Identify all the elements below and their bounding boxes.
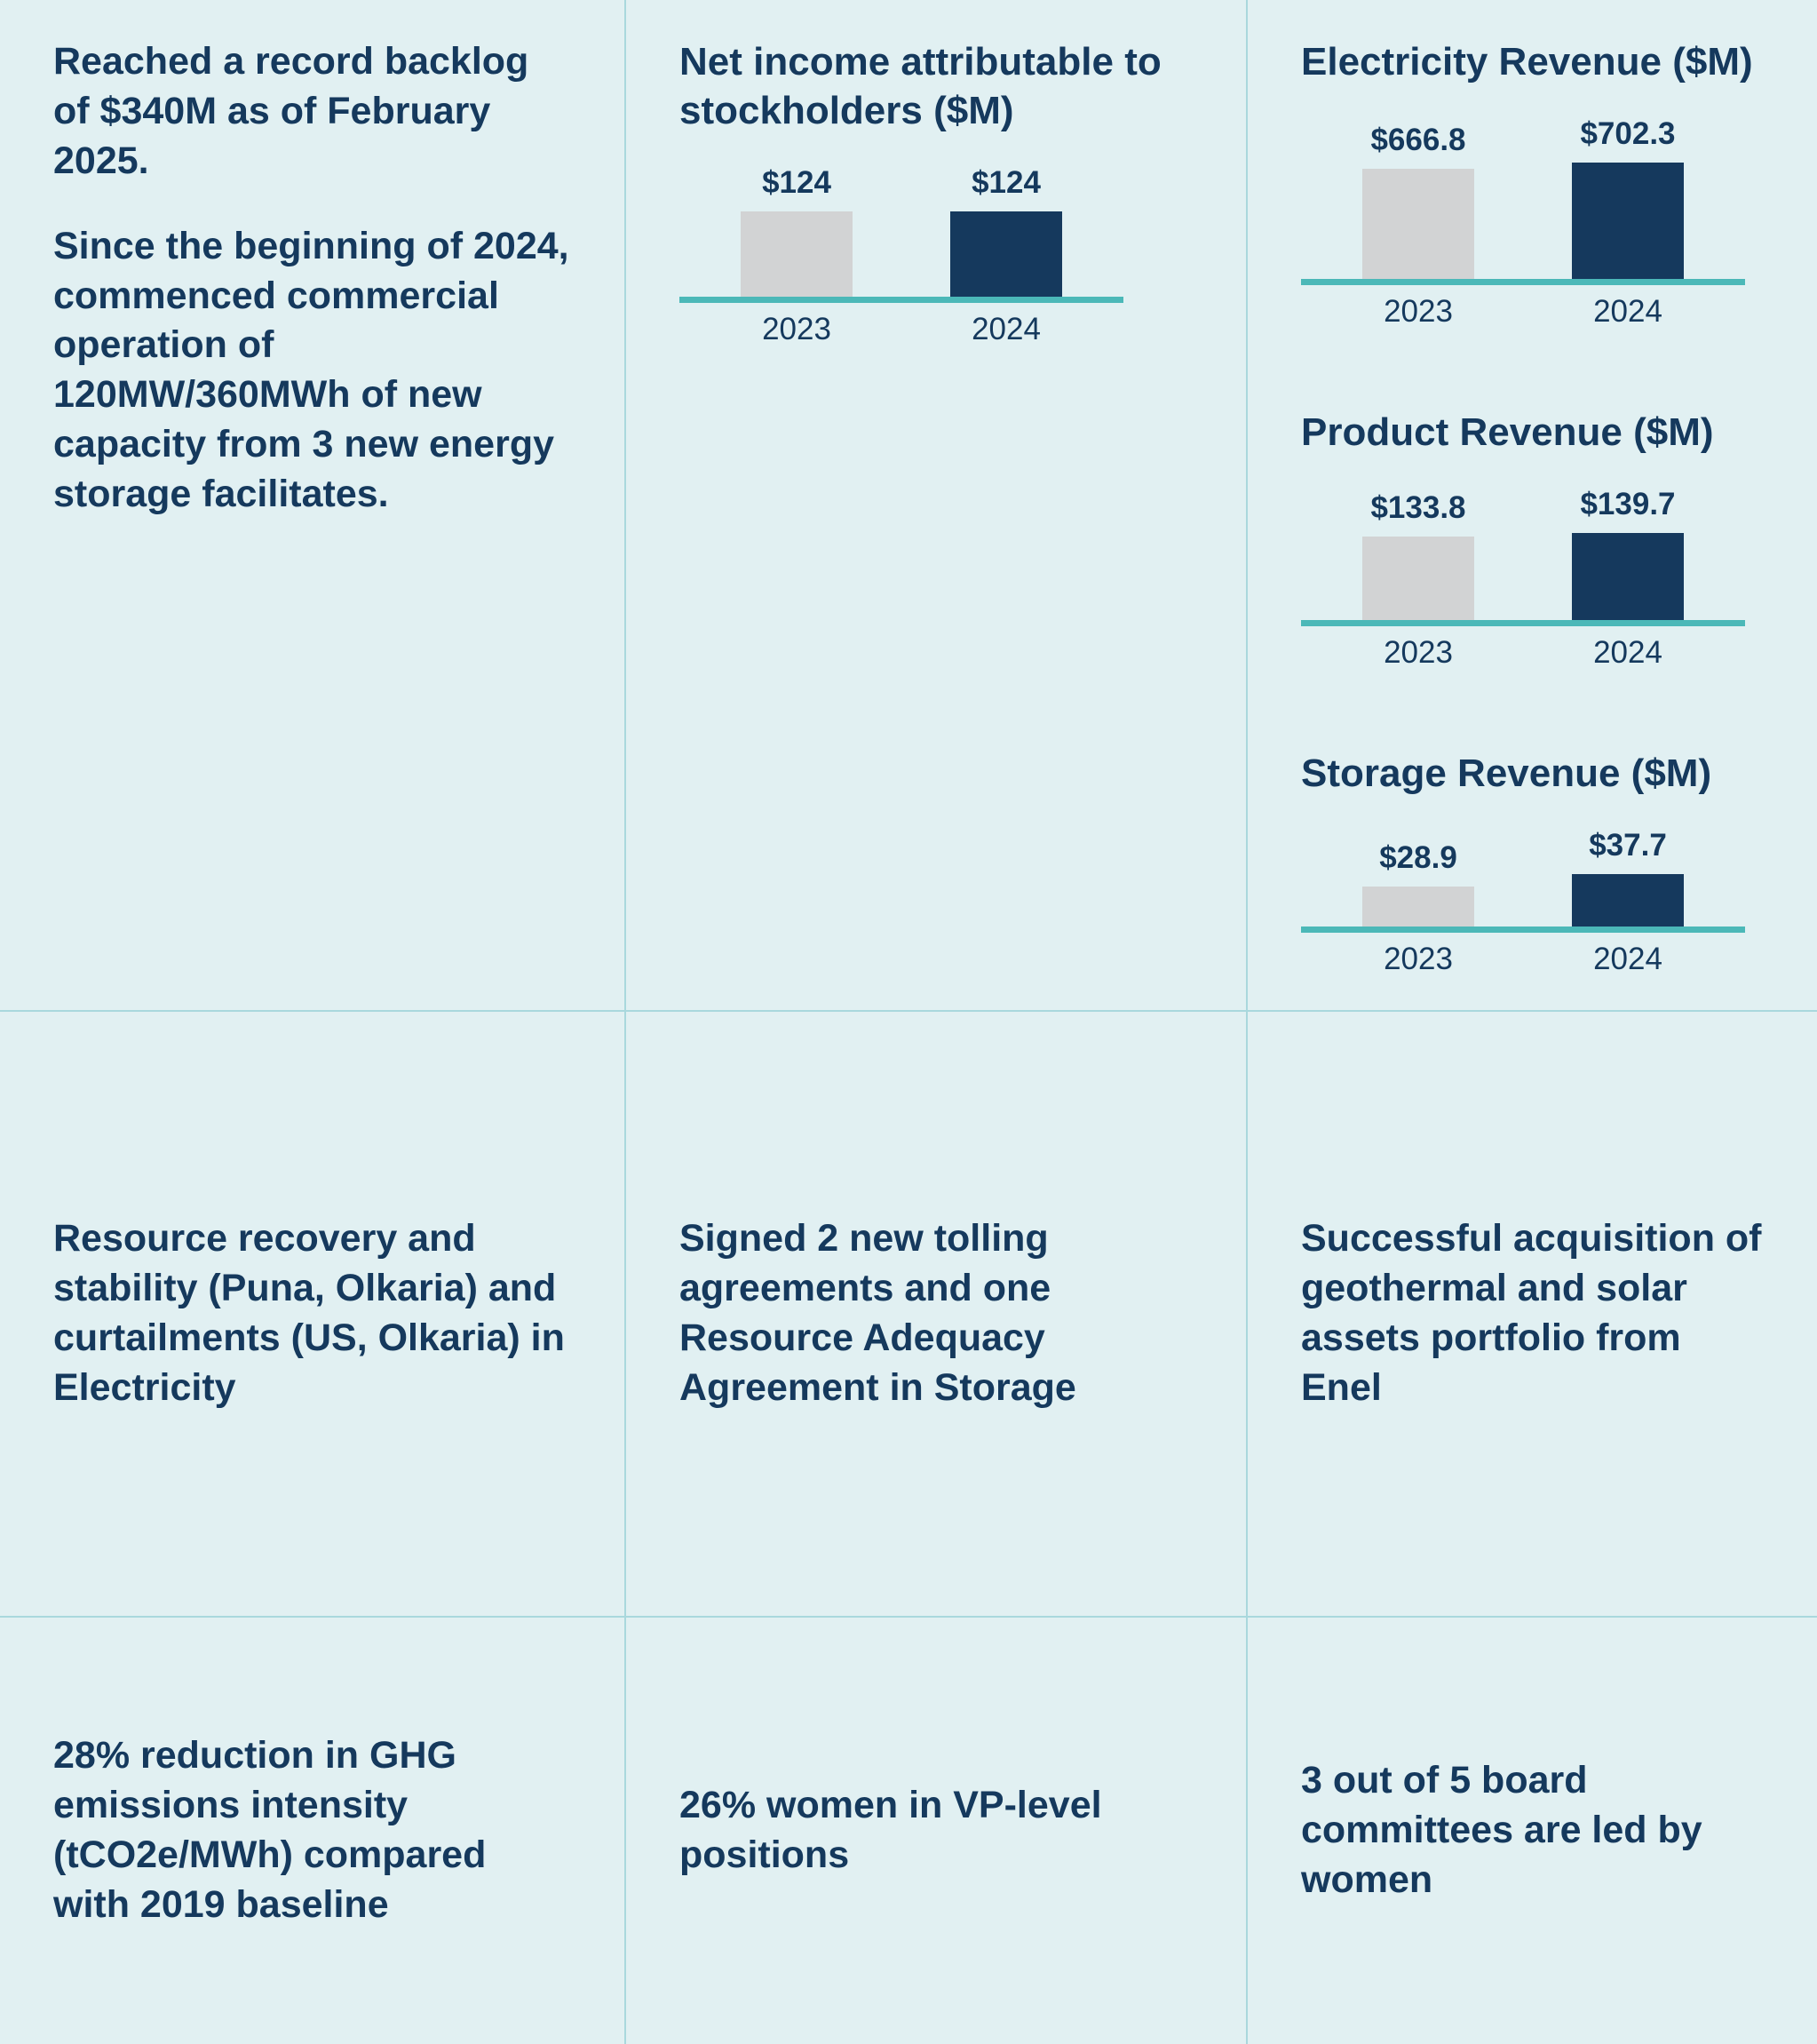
bar [1362,887,1474,927]
bar [1362,537,1474,620]
resource-recovery-text: Resource recovery and stability (Puna, O… [53,1217,565,1409]
bar-value-label: $133.8 [1370,490,1466,525]
cell-enel-acquisition: Successful acquisition of geothermal and… [1248,1012,1817,1618]
tolling-agreements-text: Signed 2 new tolling agreements and one … [679,1217,1076,1409]
bar-group: $666.8 [1313,123,1523,279]
chart-title: Storage Revenue ($M) [1301,752,1712,795]
storage-revenue-bar-chart: Storage Revenue ($M) $28.9 $37.7 2023 2024 [1301,749,1764,977]
bar [1362,169,1474,279]
chart-plot: $666.8 $702.3 2023 2024 [1301,116,1745,330]
bar-value-label: $124 [762,165,831,200]
bar-group: $28.9 [1313,840,1523,927]
cell-board-committees: 3 out of 5 board committees are led by w… [1248,1618,1817,2044]
enel-acquisition-text: Successful acquisition of geothermal and… [1301,1217,1762,1409]
cell-resource-recovery: Resource recovery and stability (Puna, O… [0,1012,626,1618]
cell-tolling-agreements: Signed 2 new tolling agreements and one … [626,1012,1248,1618]
category-label: 2023 [762,312,831,346]
board-committees-text: 3 out of 5 board committees are led by w… [1301,1759,1702,1901]
bar-group: $124 [692,165,901,297]
bar-value-label: $124 [972,165,1041,200]
bar-value-label: $139.7 [1580,487,1676,521]
chart-title: Net income attributable to stockholders … [679,40,1162,132]
bar-group: $37.7 [1523,828,1733,927]
net-income-bar-chart: Net income attributable to stockholders … [679,37,1193,347]
bar [950,211,1062,297]
chart-plot: $124 $124 2023 2024 [679,165,1123,347]
bar-value-label: $666.8 [1370,123,1466,157]
chart-x-axis-labels: 2023 2024 [1313,942,1733,977]
electricity-revenue-bar-chart: Electricity Revenue ($M) $666.8 $702.3 20… [1301,37,1764,330]
bar-group: $133.8 [1313,490,1523,620]
cell-net-income-chart: Net income attributable to stockholders … [626,0,1248,1012]
cell-revenue-charts: Electricity Revenue ($M) $666.8 $702.3 20… [1248,0,1817,1012]
chart-baseline [1301,927,1745,933]
bar-value-label: $702.3 [1580,116,1676,151]
bar [1572,533,1684,620]
bar-value-label: $37.7 [1589,828,1667,863]
category-label: 2024 [1593,942,1662,976]
chart-baseline [1301,620,1745,626]
chart-title: Product Revenue ($M) [1301,410,1714,454]
category-label: 2023 [1384,294,1453,329]
bar-value-label: $28.9 [1379,840,1457,875]
women-vp-text: 26% women in VP-level positions [679,1784,1102,1876]
bar [741,211,853,297]
backlog-paragraph-1: Reached a record backlog of $340M as of … [53,40,529,182]
chart-bars: $124 $124 [692,165,1111,297]
backlog-paragraph-2: Since the beginning of 2024, commenced c… [53,224,569,516]
chart-plot: $28.9 $37.7 2023 2024 [1301,828,1745,977]
cell-backlog: Reached a record backlog of $340M as of … [0,0,626,1012]
category-label: 2024 [1593,294,1662,329]
chart-x-axis-labels: 2023 2024 [692,312,1111,347]
category-label: 2023 [1384,942,1453,976]
chart-plot: $133.8 $139.7 2023 2024 [1301,487,1745,671]
chart-baseline [679,297,1123,303]
bar [1572,874,1684,927]
chart-baseline [1301,279,1745,285]
ghg-reduction-text: 28% reduction in GHG emissions intensity… [53,1734,487,1926]
category-label: 2023 [1384,635,1453,670]
bar-group: $702.3 [1523,116,1733,279]
chart-x-axis-labels: 2023 2024 [1313,635,1733,671]
product-revenue-bar-chart: Product Revenue ($M) $133.8 $139.7 2023 20… [1301,408,1764,671]
bar-group: $124 [901,165,1111,297]
bar-group: $139.7 [1523,487,1733,620]
bar [1572,163,1684,279]
chart-bars: $133.8 $139.7 [1313,487,1733,620]
category-label: 2024 [972,312,1041,346]
chart-x-axis-labels: 2023 2024 [1313,294,1733,330]
chart-bars: $28.9 $37.7 [1313,828,1733,927]
chart-bars: $666.8 $702.3 [1313,116,1733,279]
category-label: 2024 [1593,635,1662,670]
cell-ghg-reduction: 28% reduction in GHG emissions intensity… [0,1618,626,2044]
cell-women-vp: 26% women in VP-level positions [626,1618,1248,2044]
chart-title: Electricity Revenue ($M) [1301,40,1753,84]
